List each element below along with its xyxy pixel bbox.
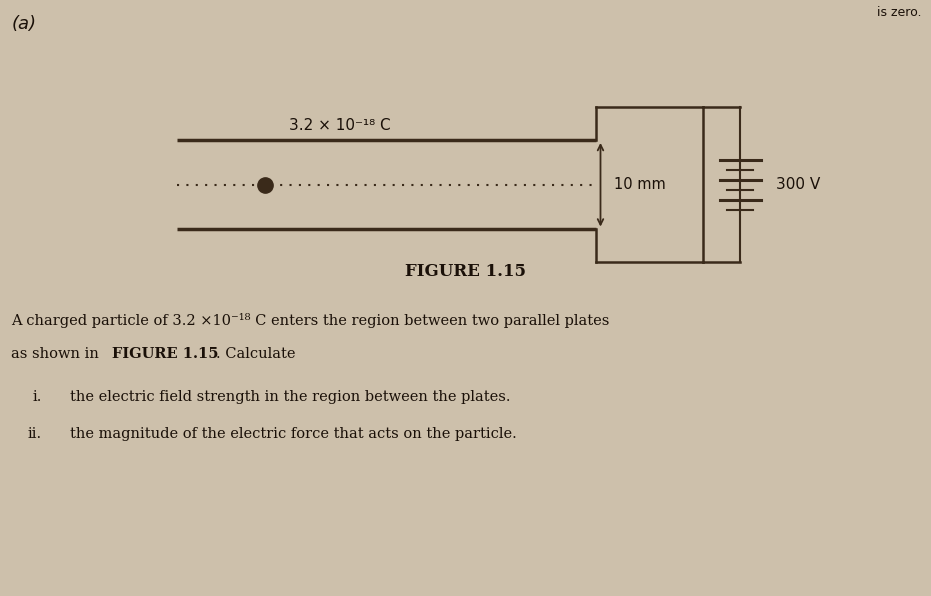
Text: is zero.: is zero. xyxy=(877,6,922,19)
Text: (a): (a) xyxy=(11,15,36,33)
Text: 3.2 × 10⁻¹⁸ C: 3.2 × 10⁻¹⁸ C xyxy=(289,118,390,133)
Text: the electric field strength in the region between the plates.: the electric field strength in the regio… xyxy=(70,390,510,404)
Text: . Calculate: . Calculate xyxy=(216,347,295,361)
Text: A charged particle of 3.2 ×10⁻¹⁸ C enters the region between two parallel plates: A charged particle of 3.2 ×10⁻¹⁸ C enter… xyxy=(11,313,610,328)
Text: the magnitude of the electric force that acts on the particle.: the magnitude of the electric force that… xyxy=(70,427,517,441)
Text: i.: i. xyxy=(33,390,42,404)
Text: 10 mm: 10 mm xyxy=(614,177,667,193)
Text: ii.: ii. xyxy=(28,427,42,441)
Text: FIGURE 1.15: FIGURE 1.15 xyxy=(112,347,218,361)
Text: as shown in: as shown in xyxy=(11,347,103,361)
Text: FIGURE 1.15: FIGURE 1.15 xyxy=(405,263,526,280)
Text: 300 V: 300 V xyxy=(776,177,820,193)
